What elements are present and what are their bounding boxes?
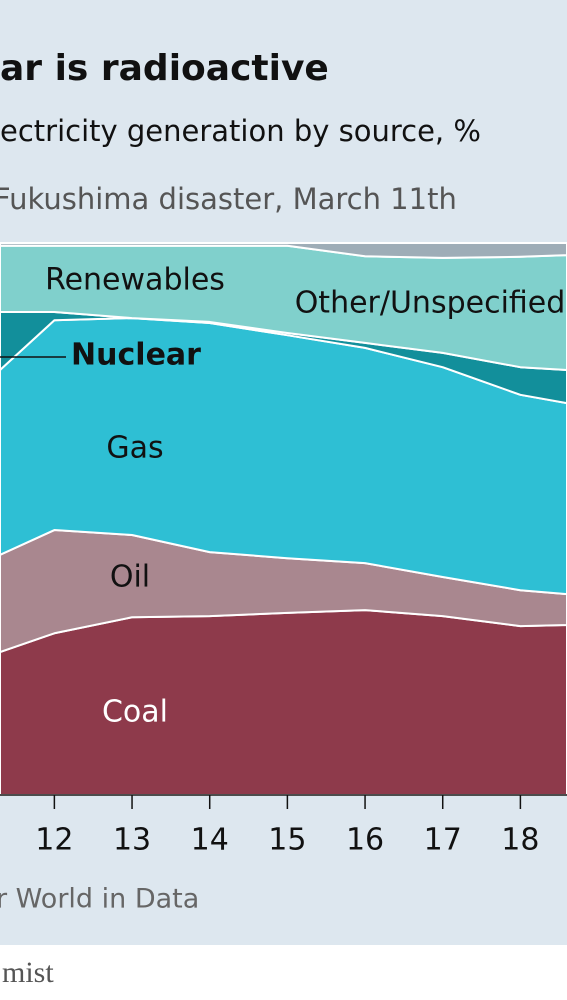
area — [0, 609, 567, 796]
area — [0, 242, 567, 259]
series-label: Gas — [106, 431, 163, 466]
x-tick-label: 13 — [113, 823, 151, 858]
publisher: mist — [2, 956, 54, 989]
x-tick-label: 12 — [35, 823, 73, 858]
x-tick-label: 18 — [501, 823, 539, 858]
plot — [0, 242, 567, 796]
series-label: Nuclear — [71, 338, 201, 373]
chart-title: ar is radioactive — [0, 48, 329, 89]
x-tick-label: 16 — [346, 823, 384, 858]
series-label: Oil — [110, 560, 150, 595]
annotation: Fukushima disaster, March 11th — [0, 182, 457, 216]
chart-subtitle: ectricity generation by source, % — [0, 114, 481, 148]
series-label: Coal — [102, 695, 168, 730]
x-tick-label: 17 — [424, 823, 462, 858]
x-tick-label: 14 — [191, 823, 229, 858]
series-label: Other/Unspecified — [295, 286, 566, 321]
series-label: Renewables — [45, 263, 225, 298]
source: r World in Data — [0, 884, 199, 915]
x-tick-label: 15 — [268, 823, 306, 858]
